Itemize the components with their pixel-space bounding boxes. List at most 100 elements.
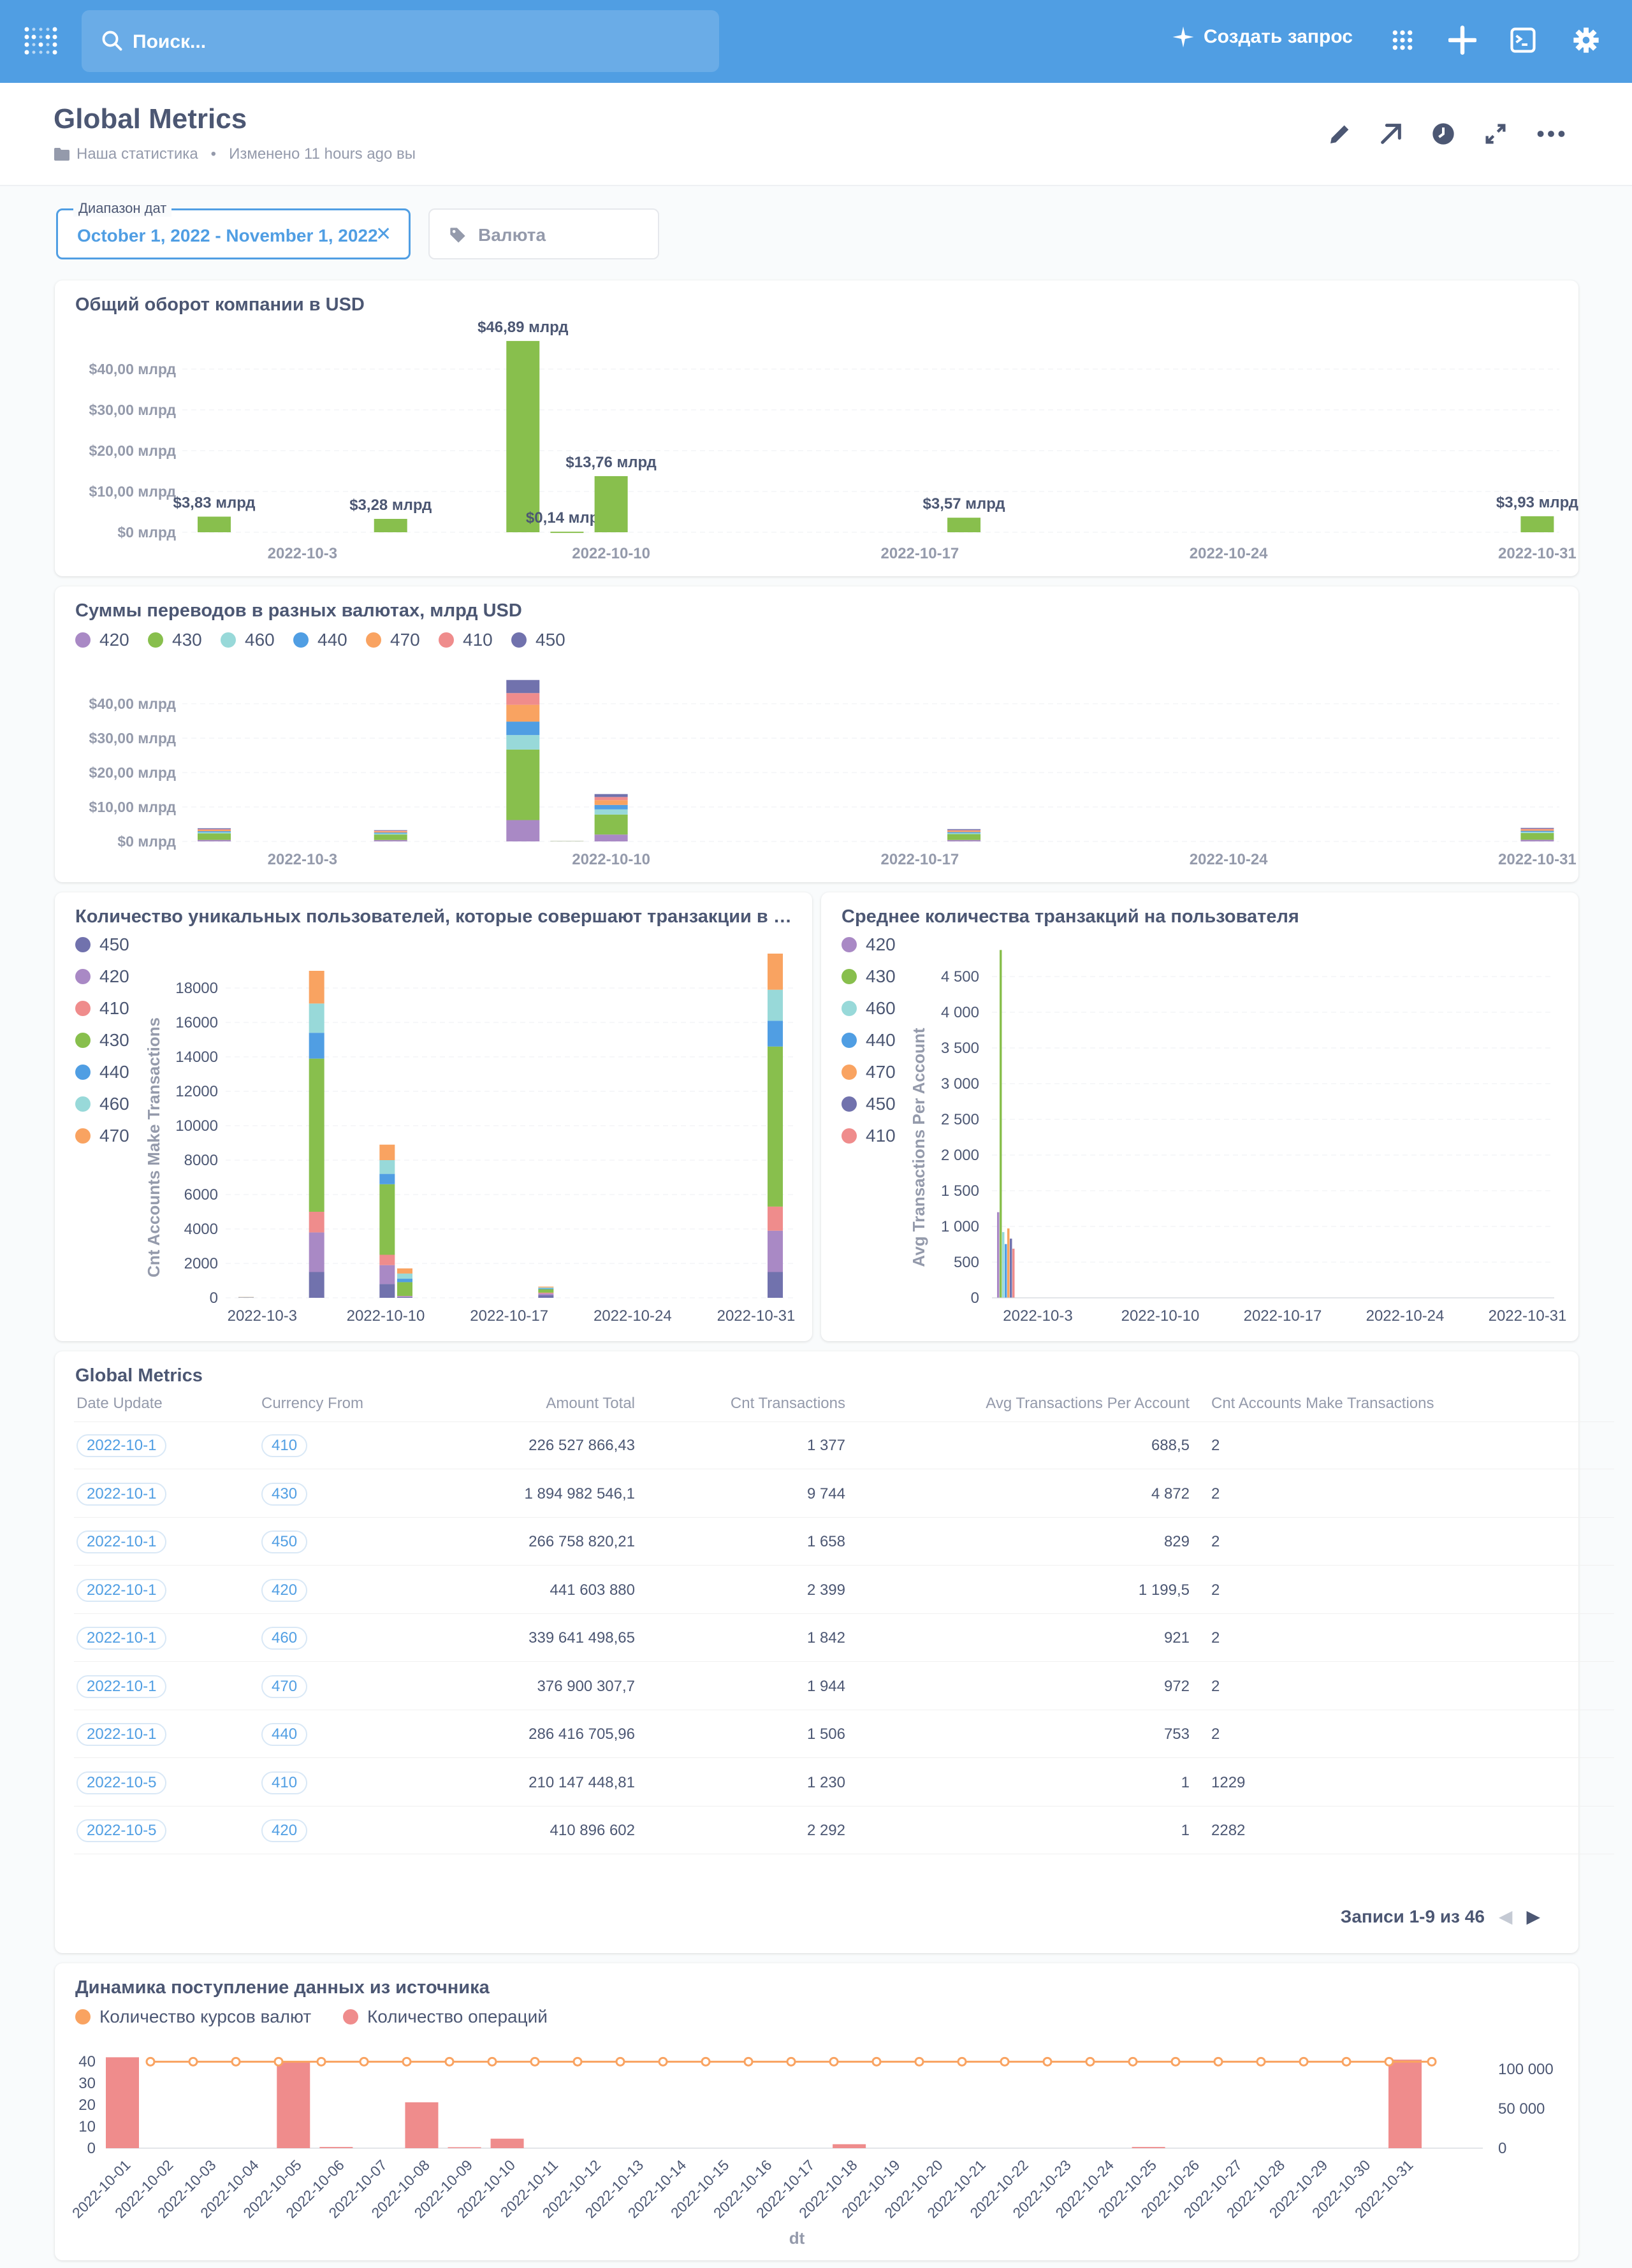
stacked-bar-segment [374, 833, 407, 835]
date-range-filter[interactable]: Диапазон дат October 1, 2022 - November … [56, 200, 411, 259]
table-cell: 226 527 866,43 [528, 1437, 635, 1454]
data-label: $3,93 млрд [1496, 494, 1578, 511]
data-ingest-dynamics-card[interactable]: Динамика поступление данных из источника… [55, 1963, 1578, 2260]
prev-page-icon[interactable]: ◀ [1498, 1907, 1513, 1926]
stacked-bar-segment [1520, 831, 1554, 832]
more-options-icon[interactable] [1536, 121, 1566, 150]
legend-item[interactable]: 470 [841, 1062, 896, 1082]
line-point [1341, 2056, 1352, 2067]
currency-pill[interactable]: 420 [261, 1578, 308, 1602]
date-range-value[interactable]: October 1, 2022 - November 1, 2022 [77, 226, 378, 245]
legend-item[interactable]: 420 [75, 966, 129, 987]
share-arrow-icon[interactable] [1378, 121, 1404, 150]
currency-pill[interactable]: 460 [261, 1627, 308, 1650]
legend-item[interactable]: Количество операций [343, 2007, 548, 2027]
currency-transfers-card[interactable]: Суммы переводов в разных валютах, млрд U… [55, 586, 1578, 882]
stacked-bar-segment [309, 1232, 324, 1272]
legend-item[interactable]: 440 [293, 630, 347, 650]
sql-editor-icon[interactable] [1510, 24, 1536, 59]
unique-users-card[interactable]: Количество уникальных пользователей, кот… [55, 892, 812, 1341]
currency-pill[interactable]: 430 [261, 1482, 308, 1506]
x-tick-label: 2022-10-10 [1121, 1307, 1200, 1325]
apps-grid-icon[interactable] [1390, 24, 1415, 59]
bar [594, 476, 628, 532]
avg-transactions-chart: 0 500 1 000 1 500 2 000 2 500 3 000 3 500 4 000 4… [909, 950, 1566, 1325]
date-pill[interactable]: 2022-10-1 [76, 1627, 167, 1650]
legend-item[interactable]: 410 [439, 630, 493, 650]
legend-item[interactable]: 470 [366, 630, 420, 650]
legend-item[interactable]: 410 [75, 998, 129, 1019]
column-header[interactable]: Cnt Accounts Make Transactions [1211, 1395, 1434, 1412]
date-pill[interactable]: 2022-10-5 [76, 1819, 167, 1842]
legend-item[interactable]: 420 [75, 630, 129, 650]
stacked-bar-segment [768, 1230, 783, 1272]
metabase-logo-icon[interactable] [24, 25, 57, 62]
currency-pill[interactable]: 470 [261, 1675, 308, 1698]
legend-item[interactable]: 450 [75, 934, 129, 955]
legend-item[interactable]: Количество курсов валют [75, 2007, 311, 2027]
legend-item[interactable]: 430 [75, 1030, 129, 1050]
edit-pencil-icon[interactable] [1327, 121, 1353, 150]
card-title[interactable]: Global Metrics [75, 1365, 203, 1386]
legend-item[interactable]: 450 [511, 630, 565, 650]
add-plus-icon[interactable] [1448, 24, 1477, 59]
global-metrics-table-card[interactable]: Global Metrics Date Update Currency From A… [55, 1351, 1614, 1953]
collection-link[interactable]: Наша статистика [76, 145, 198, 163]
bar [1388, 2060, 1422, 2148]
currency-pill[interactable]: 420 [261, 1819, 308, 1842]
date-pill[interactable]: 2022-10-5 [76, 1771, 167, 1794]
date-pill[interactable]: 2022-10-1 [76, 1723, 167, 1746]
currency-pill[interactable]: 450 [261, 1530, 308, 1553]
next-page-icon[interactable]: ▶ [1526, 1907, 1540, 1926]
column-header[interactable]: Amount Total [546, 1395, 635, 1412]
settings-gear-icon[interactable] [1572, 24, 1600, 59]
clear-filter-close-icon[interactable]: ✕ [375, 224, 392, 245]
stacked-bar-segment [538, 1286, 554, 1288]
y-tick-label: $10,00 млрд [89, 483, 177, 500]
stacked-bar-segment [768, 989, 783, 1021]
search-bar[interactable]: Поиск... [82, 10, 719, 72]
legend-item[interactable]: 470 [75, 1126, 129, 1146]
currency-pill[interactable]: 440 [261, 1723, 308, 1746]
currency-filter[interactable]: Валюта [428, 208, 659, 259]
column-header[interactable]: Currency From [261, 1395, 364, 1412]
legend-item[interactable]: 460 [841, 998, 896, 1019]
bar [947, 518, 981, 532]
legend-item[interactable]: 410 [841, 1126, 896, 1146]
date-pill[interactable]: 2022-10-1 [76, 1530, 167, 1553]
date-pill[interactable]: 2022-10-1 [76, 1482, 167, 1506]
column-header[interactable]: Date Update [76, 1395, 163, 1412]
stacked-bar-segment [506, 820, 540, 841]
last-edited-text[interactable]: Изменено 11 hours ago вы [229, 145, 416, 163]
legend-dot [148, 632, 163, 648]
total-turnover-card[interactable]: Общий оборот компании в USD $0 млрд $10,0… [55, 280, 1578, 576]
avg-transactions-card[interactable]: Среднее количества транзакций на пользов… [821, 892, 1578, 1341]
legend-item[interactable]: 440 [841, 1030, 896, 1050]
legend-item[interactable]: 460 [75, 1094, 129, 1114]
x-tick-label: 2022-10-24 [1366, 1307, 1445, 1325]
line-point [1042, 2056, 1053, 2067]
column-header[interactable]: Cnt Transactions [730, 1395, 845, 1412]
bar [833, 2144, 866, 2148]
currency-pill[interactable]: 410 [261, 1434, 308, 1457]
legend-item[interactable]: 430 [148, 630, 202, 650]
legend-item[interactable]: 420 [841, 934, 896, 955]
date-pill[interactable]: 2022-10-1 [76, 1434, 167, 1457]
column-header[interactable]: Avg Transactions Per Account [986, 1395, 1190, 1412]
line-point [487, 2056, 497, 2067]
table-cell: 1 [1181, 1822, 1190, 1839]
page-title[interactable]: Global Metrics [54, 103, 247, 134]
legend-label: 410 [99, 998, 129, 1018]
fullscreen-icon[interactable] [1483, 121, 1508, 150]
stacked-bar-segment [947, 832, 981, 834]
legend-item[interactable]: 430 [841, 966, 896, 987]
new-question-button[interactable]: Создать запрос [1172, 25, 1353, 48]
date-pill[interactable]: 2022-10-1 [76, 1675, 167, 1698]
legend-item[interactable]: 460 [221, 630, 275, 650]
legend-dot [366, 632, 381, 648]
history-clock-icon[interactable] [1431, 121, 1456, 150]
legend-item[interactable]: 450 [841, 1094, 896, 1114]
date-pill[interactable]: 2022-10-1 [76, 1578, 167, 1602]
legend-item[interactable]: 440 [75, 1062, 129, 1082]
currency-pill[interactable]: 410 [261, 1771, 308, 1794]
